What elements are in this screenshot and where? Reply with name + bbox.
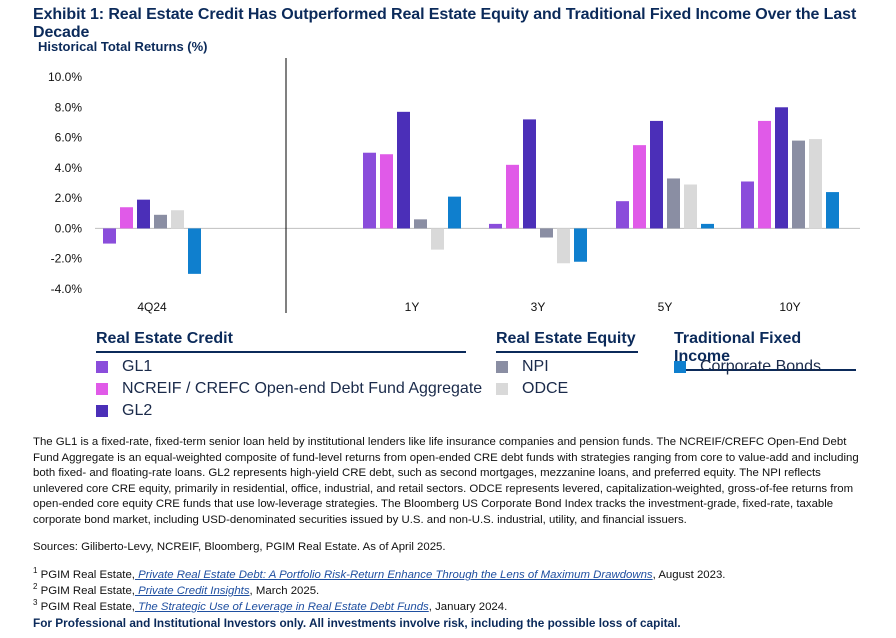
bar — [414, 219, 427, 229]
legend-heading-equity: Real Estate Equity — [496, 330, 638, 353]
y-tick-label: -4.0% — [51, 282, 83, 296]
bar-chart: 10.0% 8.0% 6.0% 4.0% 2.0% 0.0% -2.0% -4.0% 4Q24 1… — [48, 58, 860, 314]
bar — [633, 145, 646, 229]
footnote-3-number: 3 — [33, 598, 38, 607]
legend-swatch-gl2 — [96, 405, 108, 417]
footnote-1-prefix: PGIM Real Estate, — [40, 568, 135, 581]
footnote-1-link[interactable]: Private Real Estate Debt: A Portfolio Ri… — [134, 568, 653, 581]
y-tick-label: 0.0% — [55, 221, 83, 235]
bar — [363, 152, 376, 229]
y-tick-label: 4.0% — [55, 161, 83, 175]
bar — [826, 192, 839, 229]
y-tick-label: 2.0% — [55, 191, 83, 205]
y-tick-label: 6.0% — [55, 131, 83, 145]
legend-swatch-gl1 — [96, 361, 108, 373]
x-tick-label: 10Y — [779, 300, 800, 314]
bar — [540, 228, 553, 238]
legend-label-gl1: GL1 — [122, 358, 153, 375]
x-tick-label: 3Y — [531, 300, 546, 314]
bar — [137, 199, 150, 229]
footnote-3-prefix: PGIM Real Estate, — [40, 600, 135, 613]
legend-heading-credit: Real Estate Credit — [96, 330, 466, 353]
bar — [684, 184, 697, 229]
bar — [431, 228, 444, 250]
legend-label-npi: NPI — [522, 358, 549, 375]
bar — [616, 201, 629, 229]
footnote-1-suffix: , August 2023. — [652, 568, 726, 581]
bar — [667, 178, 680, 229]
legend-label-ncreif: NCREIF / CREFC Open-end Debt Fund Aggreg… — [122, 380, 483, 397]
footnote-2-number: 2 — [33, 582, 38, 591]
bar — [758, 120, 771, 229]
exhibit-title: Exhibit 1: Real Estate Credit Has Outper… — [33, 6, 857, 41]
bar — [171, 210, 184, 229]
bar — [120, 207, 133, 229]
bar — [103, 228, 116, 244]
bar — [701, 223, 714, 229]
footnote-1: 1 PGIM Real Estate, Private Real Estate … — [33, 566, 725, 581]
legend-label-gl2: GL2 — [122, 402, 153, 419]
bar — [188, 228, 201, 274]
bar — [448, 196, 461, 229]
bar — [792, 140, 805, 229]
bar — [154, 214, 167, 229]
y-tick-label: 8.0% — [55, 100, 83, 114]
bar — [574, 228, 587, 262]
x-tick-label: 4Q24 — [137, 300, 167, 314]
bar — [489, 223, 502, 229]
sources-line: Sources: Giliberto-Levy, NCREIF, Bloombe… — [33, 541, 446, 553]
y-tick-label: 10.0% — [48, 70, 82, 84]
legend-item-ncreif: NCREIF / CREFC Open-end Debt Fund Aggreg… — [96, 380, 482, 398]
bar — [809, 139, 822, 229]
legend-swatch-corporate-bonds — [674, 361, 686, 373]
legend-item-npi: NPI — [496, 358, 549, 376]
legend-item-odce: ODCE — [496, 380, 568, 398]
bar — [775, 107, 788, 229]
bar — [506, 164, 519, 229]
bar — [380, 154, 393, 229]
legend-heading-fixed-income: Traditional Fixed Income — [674, 330, 856, 371]
y-axis-title: Historical Total Returns (%) — [38, 39, 208, 54]
legend-swatch-odce — [496, 383, 508, 395]
legend-item-gl2: GL2 — [96, 402, 152, 420]
footnote-2-suffix: , March 2025. — [249, 584, 320, 597]
x-tick-label: 1Y — [405, 300, 420, 314]
footnote-1-number: 1 — [33, 566, 38, 575]
methodology-notes: The GL1 is a fixed-rate, fixed-term seni… — [33, 436, 859, 526]
bar — [741, 181, 754, 229]
legend-swatch-ncreif — [96, 383, 108, 395]
footnote-2-prefix: PGIM Real Estate, — [40, 584, 135, 597]
footnote-2-link[interactable]: Private Credit Insights — [134, 584, 250, 597]
legend-item-corporate-bonds: Corporate Bonds — [674, 358, 821, 376]
x-tick-label: 5Y — [658, 300, 673, 314]
footnote-3: 3 PGIM Real Estate, The Strategic Use of… — [33, 598, 507, 613]
footnote-3-link[interactable]: The Strategic Use of Leverage in Real Es… — [134, 600, 429, 613]
legend-swatch-npi — [496, 361, 508, 373]
footnote-3-suffix: , January 2024. — [428, 600, 508, 613]
legend-label-corporate-bonds: Corporate Bonds — [700, 358, 821, 375]
bar — [523, 119, 536, 229]
bar — [557, 228, 570, 264]
legend-item-gl1: GL1 — [96, 358, 152, 376]
legend-label-odce: ODCE — [522, 380, 569, 397]
y-tick-label: -2.0% — [51, 252, 83, 266]
bar — [397, 111, 410, 229]
bar — [650, 120, 663, 229]
footnote-2: 2 PGIM Real Estate, Private Credit Insig… — [33, 582, 319, 597]
disclaimer: For Professional and Institutional Inves… — [33, 616, 681, 630]
